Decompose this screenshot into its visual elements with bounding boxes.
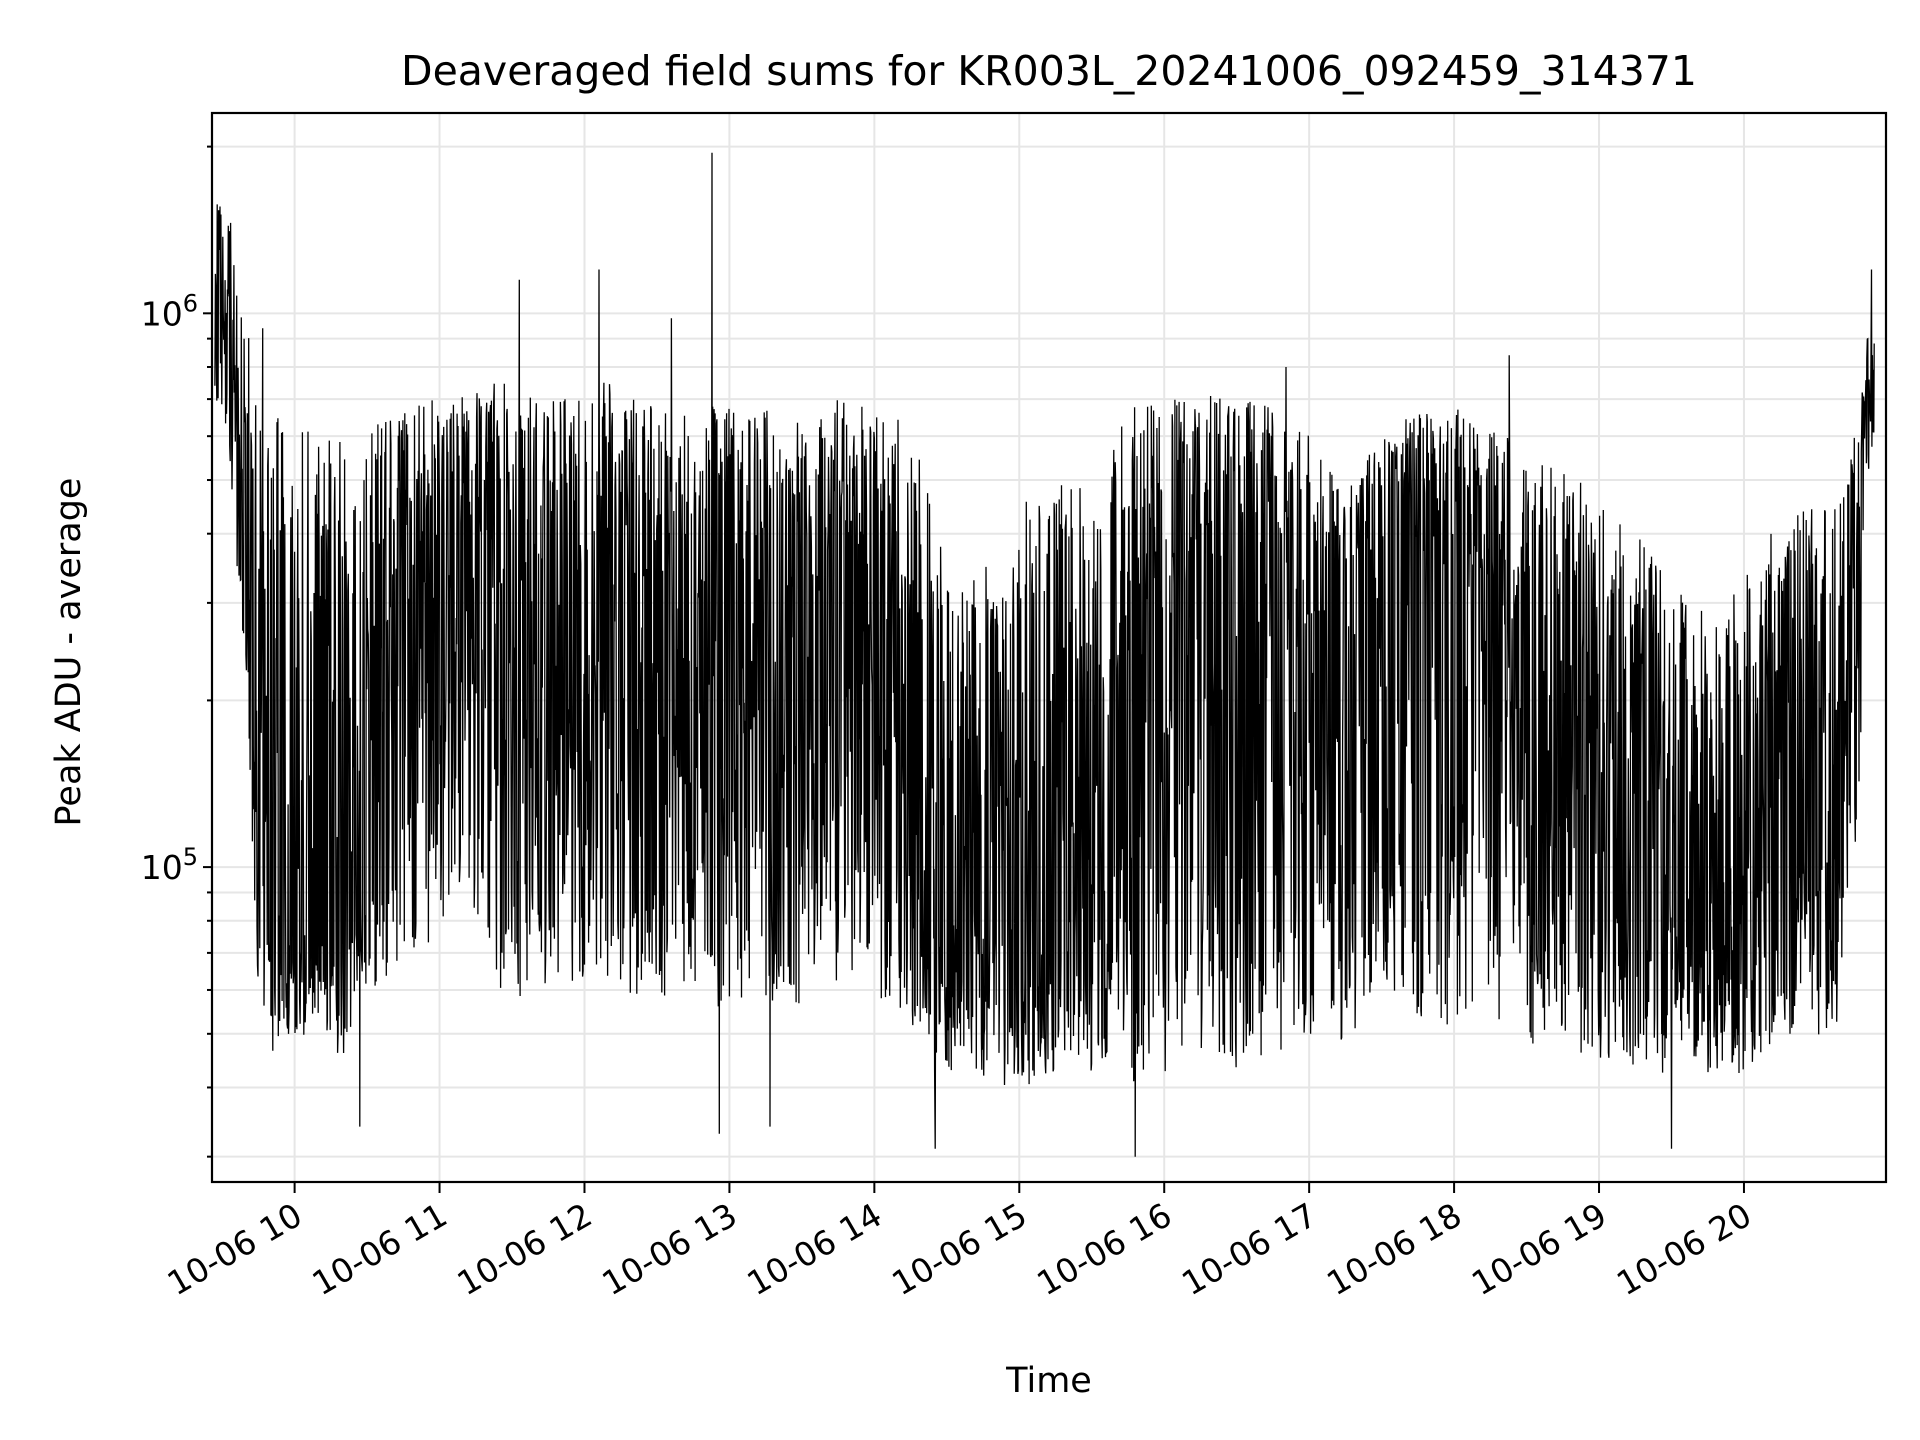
y-tick-label: 105	[141, 843, 198, 887]
y-axis-label: Peak ADU - average	[49, 478, 89, 827]
chart-title: Deaveraged field sums for KR003L_2024100…	[401, 47, 1697, 95]
series-line	[214, 152, 1875, 1157]
plot-frame	[210, 111, 1888, 1184]
y-axis: 105 106	[141, 145, 212, 1158]
y-tick-label: 106	[141, 289, 198, 333]
data-line	[214, 152, 1875, 1157]
x-axis-label: Time	[1005, 1361, 1092, 1401]
